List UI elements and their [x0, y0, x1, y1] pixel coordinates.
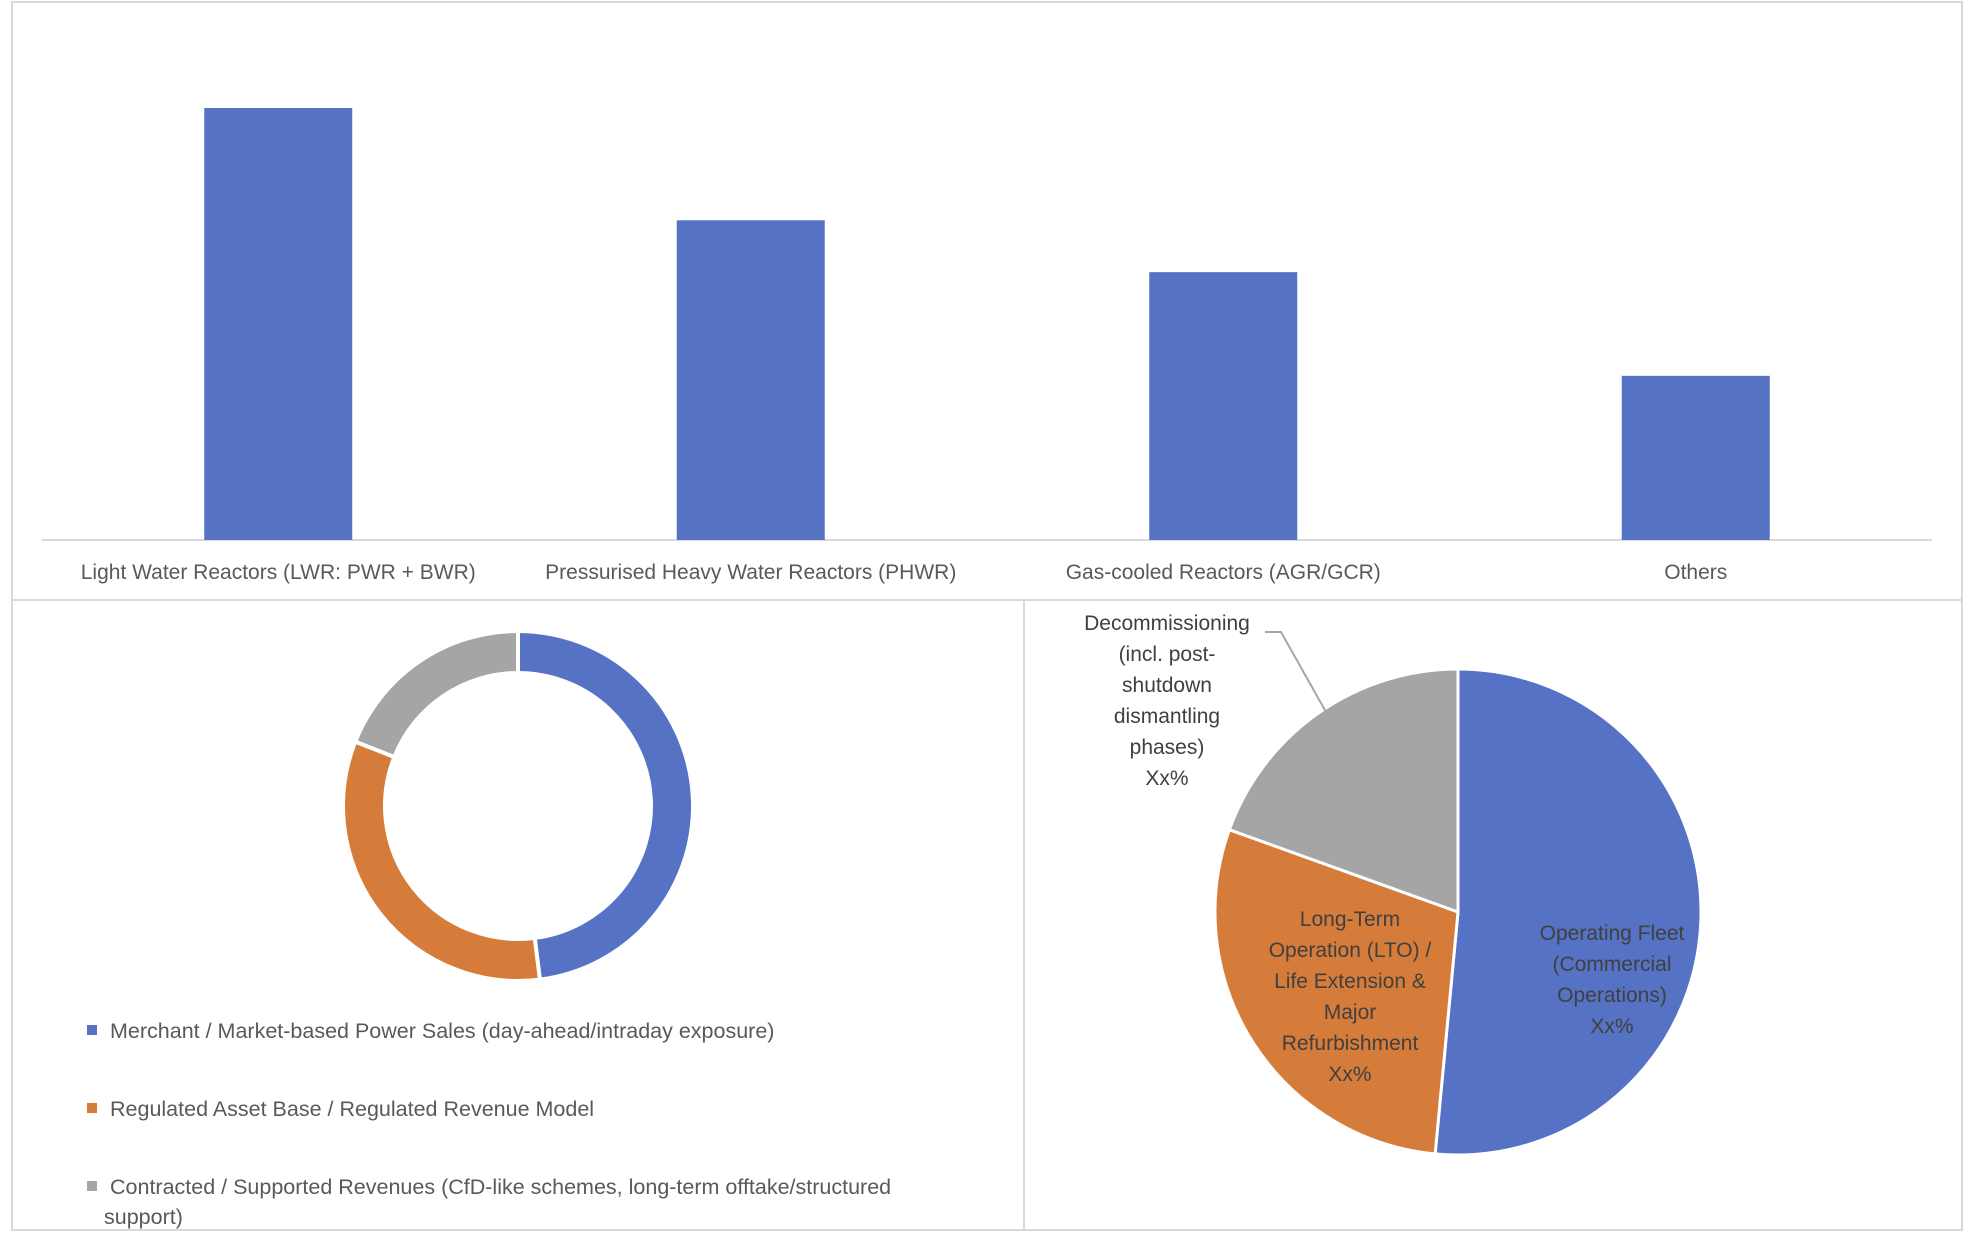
donut-slices	[341, 628, 695, 983]
bar-3	[1621, 375, 1770, 540]
bar-1	[676, 220, 825, 540]
donut-chart-panel	[11, 599, 1025, 1231]
pie-label-2: Decommissioning (incl. post-shutdown disma…	[1084, 612, 1250, 790]
pie-slices	[1213, 667, 1703, 1157]
donut-slice-2	[352, 628, 520, 760]
pie-slice-0	[1433, 667, 1703, 1157]
legend-swatch-0	[87, 1025, 97, 1035]
x-tick-label-2: Gas-cooled Reactors (AGR/GCR)	[1066, 561, 1381, 584]
pie-data-labels: Operating Fleet (Commercial Operations) Xx%…	[1084, 612, 1684, 1086]
legend-entry-0: Merchant / Market-based Power Sales (day…	[110, 1019, 774, 1043]
legend-entry-1: Regulated Asset Base / Regulated Revenue…	[110, 1097, 594, 1121]
x-tick-label-3: Others	[1664, 561, 1727, 584]
bar-0	[204, 108, 353, 540]
legend-swatch-2	[87, 1181, 97, 1191]
legend-swatch-1	[87, 1103, 97, 1113]
legend-entry-2: Contracted / Supported Revenues (CfD-lik…	[104, 1175, 891, 1229]
donut-legend: Merchant / Market-based Power Sales (day…	[87, 1019, 891, 1229]
pie-slice-2	[1227, 667, 1460, 915]
pie-leader-line-2	[1265, 631, 1327, 713]
donut-slice-0	[516, 628, 695, 982]
pie-slice-1	[1213, 827, 1460, 1156]
bar-2	[1149, 272, 1298, 540]
x-tick-label-0: Light Water Reactors (LWR: PWR + BWR)	[81, 561, 476, 584]
pie-label-0: Operating Fleet (Commercial Operations) Xx%	[1540, 922, 1685, 1038]
pie-label-1: Long-Term Operation (LTO) / Life Extension…	[1269, 908, 1432, 1086]
x-tick-label-1: Pressurised Heavy Water Reactors (PHWR)	[545, 561, 956, 584]
x-axis-tick-labels: Light Water Reactors (LWR: PWR + BWR) Pre…	[81, 561, 1728, 584]
pie-chart: Operating Fleet (Commercial Operations) Xx%…	[1084, 612, 1703, 1157]
bar-series	[204, 108, 1770, 540]
bar-chart: Light Water Reactors (LWR: PWR + BWR) Pre…	[42, 108, 1932, 584]
donut-chart: Merchant / Market-based Power Sales (day…	[87, 628, 891, 1229]
